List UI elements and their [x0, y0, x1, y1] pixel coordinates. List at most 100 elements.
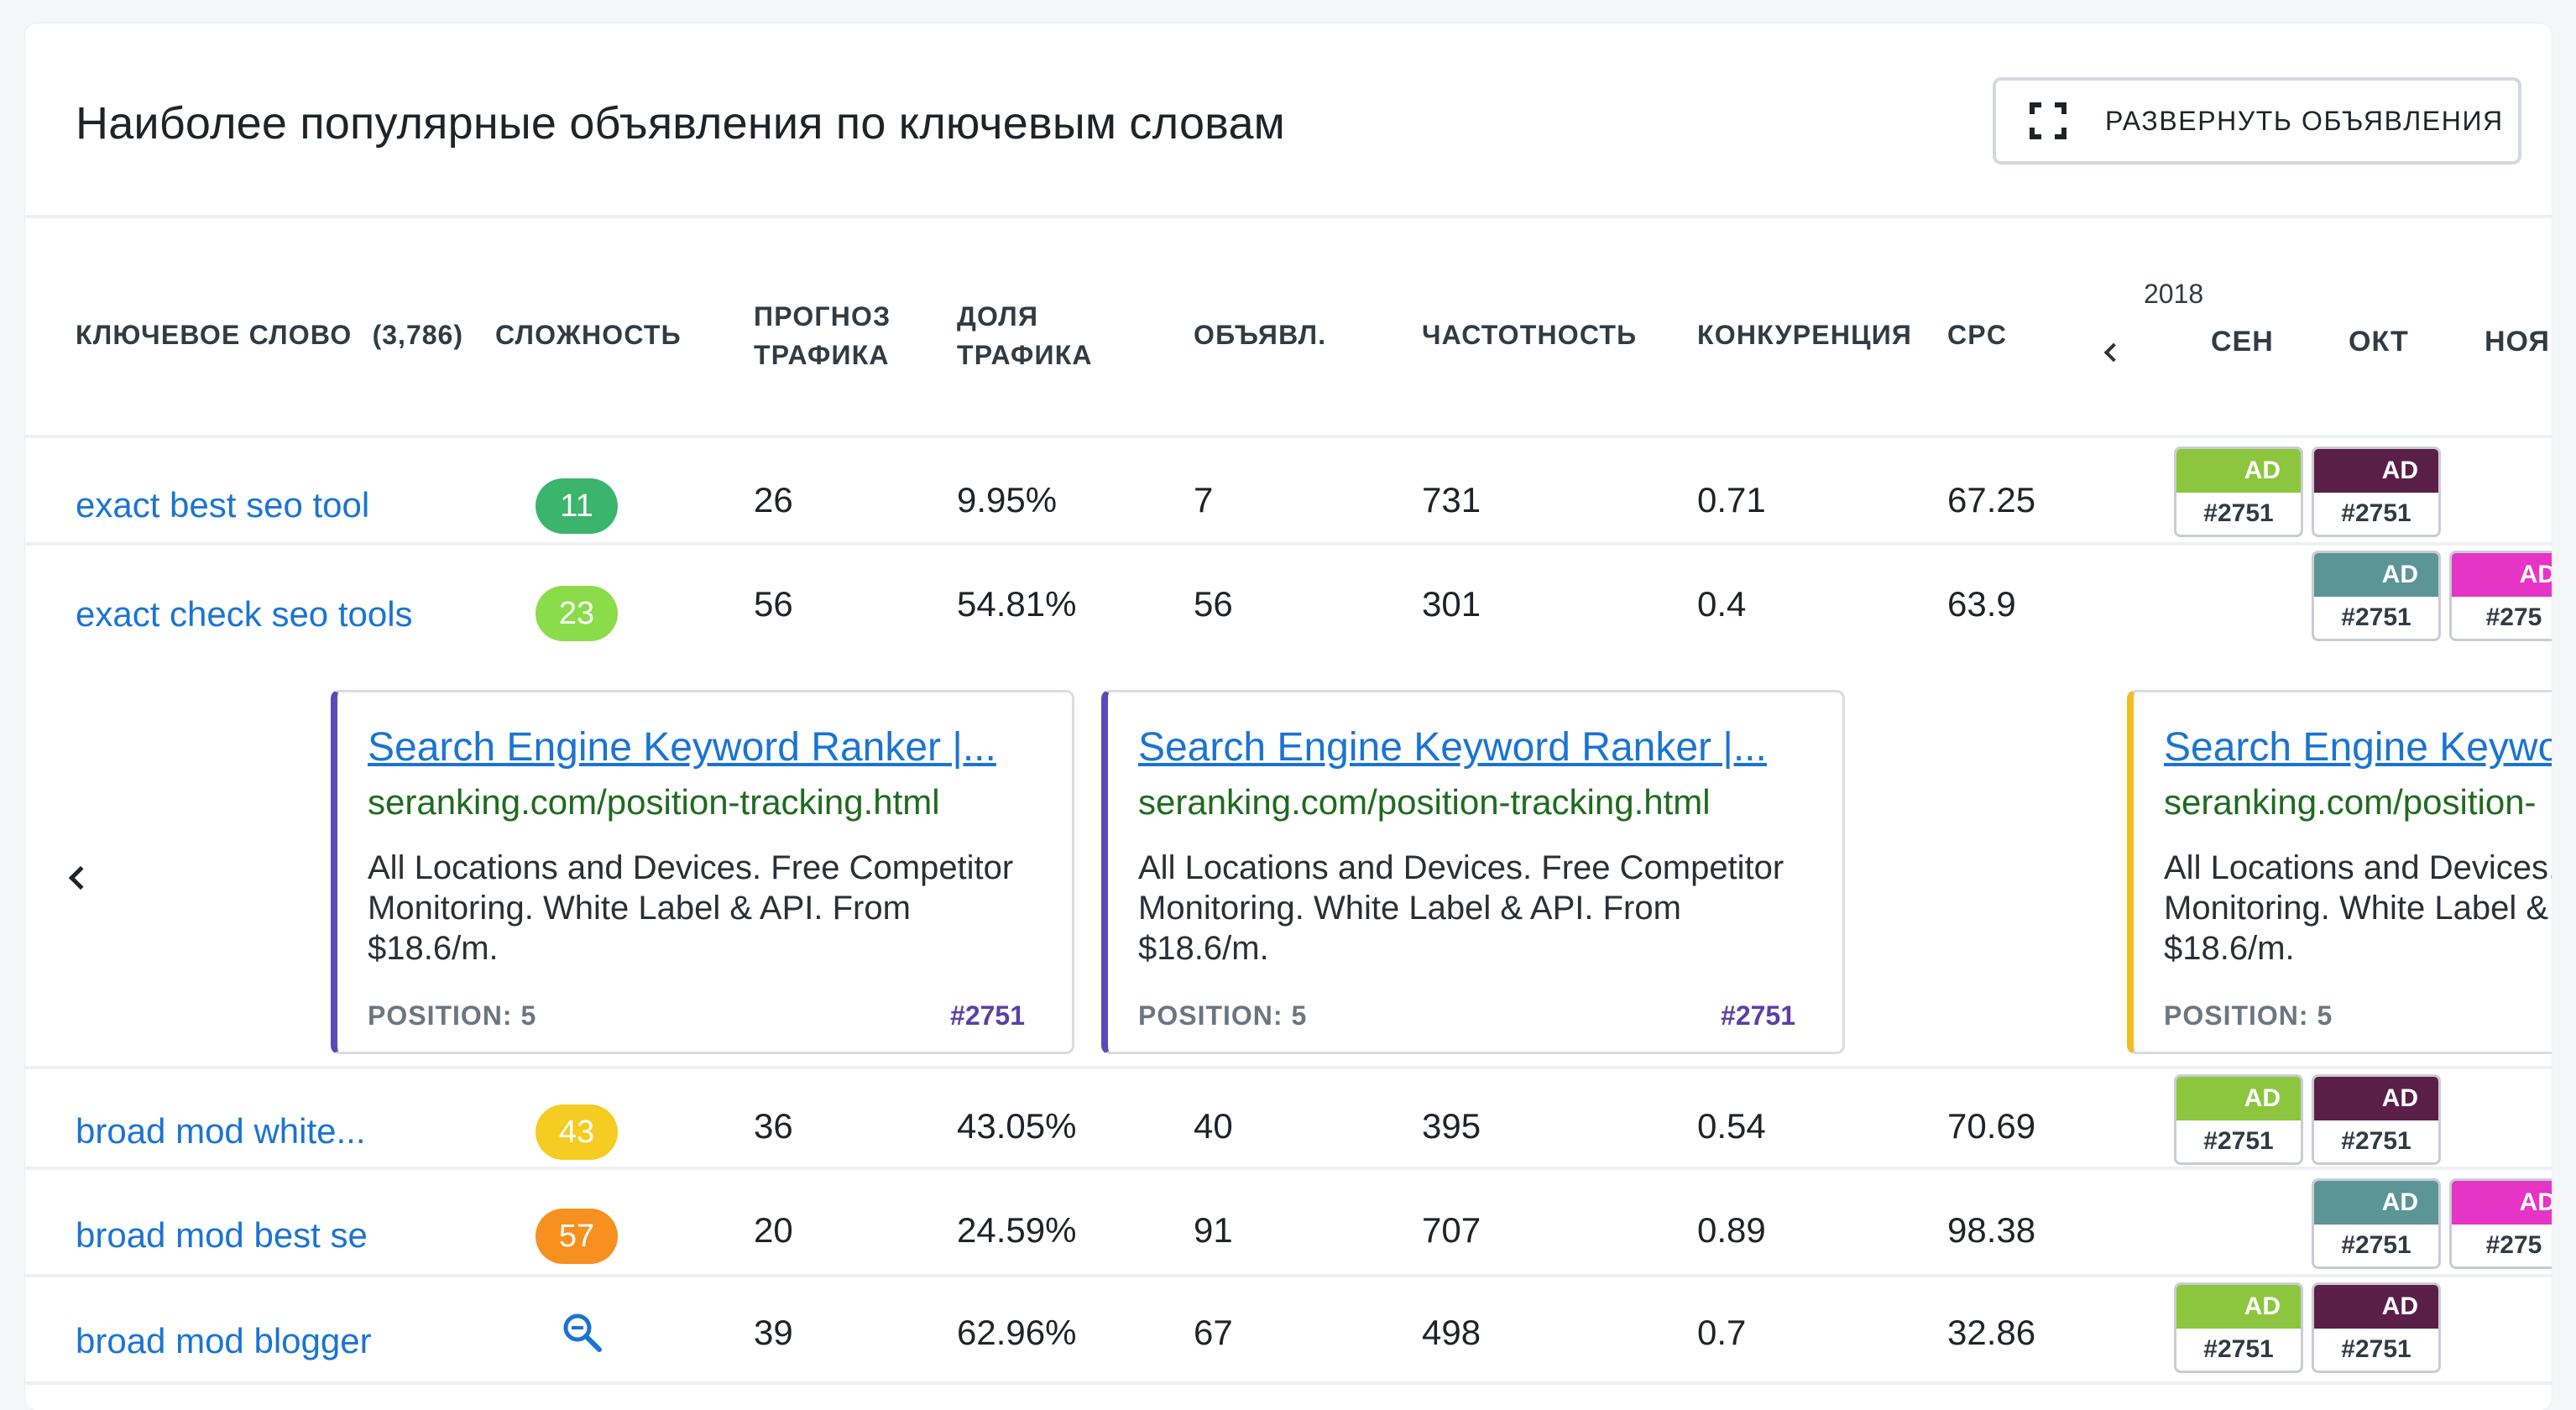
traffic-share: 62.96%	[957, 1313, 1077, 1352]
year-label: 2018	[2144, 279, 2204, 309]
keyword-link[interactable]: broad mod best se	[76, 1215, 368, 1255]
traffic-share: 24.59%	[957, 1210, 1077, 1250]
column-frequency[interactable]: ЧАСТОТНОСТЬ	[1422, 320, 1638, 350]
ad-tag-id: #2751	[2341, 1335, 2411, 1363]
ad-position: POSITION: 5	[368, 1000, 537, 1031]
frequency: 395	[1422, 1106, 1481, 1146]
ad-tag[interactable]: AD #2751	[2174, 446, 2303, 537]
ads-count: 40	[1194, 1106, 1233, 1146]
ad-url: seranking.com/position-tracking.html	[1138, 782, 1711, 822]
ads-prev-button[interactable]	[55, 853, 106, 903]
table-row: broad mod best se 57 20 24.59% 91 707 0.…	[25, 1173, 2552, 1277]
ad-description: All Locations and Devices. Monitoring. W…	[2164, 849, 2552, 967]
ad-tag-id: #2751	[2203, 1335, 2274, 1363]
ad-id[interactable]: #2751	[950, 1000, 1025, 1031]
ad-tag-label: AD	[2314, 1077, 2438, 1120]
column-traffic-forecast-line2: ТРАФИКА	[754, 340, 890, 370]
cpc: 98.38	[1947, 1210, 2036, 1250]
ad-tag-id: #2751	[2341, 499, 2411, 527]
ad-title-link[interactable]: Search Engine Keyword Ranker |...	[1138, 725, 1767, 770]
ad-description: All Locations and Devices. Free Competit…	[1138, 849, 1784, 967]
ads-count: 91	[1194, 1210, 1233, 1250]
cpc: 32.86	[1947, 1313, 2036, 1352]
ad-tag-label: AD	[2176, 1285, 2301, 1329]
ad-tag[interactable]: AD #2751	[2312, 446, 2441, 537]
ad-title-link[interactable]: Search Engine Keywo	[2164, 725, 2552, 770]
ad-tag-id: #2751	[2341, 1231, 2411, 1259]
ad-position: POSITION: 5	[2164, 1000, 2333, 1031]
frequency: 498	[1422, 1313, 1481, 1352]
page-title: Наиболее популярные объявления по ключев…	[76, 98, 1286, 149]
competition: 0.7	[1697, 1313, 1747, 1352]
difficulty-badge: 23	[536, 586, 618, 641]
keyword-link[interactable]: exact best seo tool	[76, 485, 370, 525]
keyword-link[interactable]: broad mod blogger	[76, 1321, 372, 1360]
column-competition[interactable]: КОНКУРЕНЦИЯ	[1697, 320, 1913, 350]
ads-count: 56	[1194, 584, 1233, 624]
ads-panel: Наиболее популярные объявления по ключев…	[25, 24, 2552, 1410]
ad-tag-label: AD	[2314, 553, 2438, 597]
column-ads[interactable]: ОБЪЯВЛ.	[1194, 320, 1327, 350]
difficulty-badge: 43	[536, 1104, 618, 1160]
months-prev-button[interactable]	[2095, 334, 2132, 371]
cpc: 67.25	[1947, 480, 2036, 520]
frequency: 301	[1422, 584, 1481, 624]
ad-card: Search Engine Keywo seranking.com/positi…	[2127, 690, 2552, 1054]
ad-tag-id: #2751	[2341, 1127, 2411, 1155]
traffic-share: 54.81%	[957, 584, 1077, 624]
ad-tag[interactable]: AD #2751	[2312, 1282, 2441, 1373]
column-traffic-forecast-line1: ПРОГНОЗ	[754, 301, 891, 332]
ads-carousel: Search Engine Keyword Ranker |... serank…	[25, 653, 2552, 1064]
keyword-link[interactable]: exact check seo tools	[76, 594, 413, 634]
expand-ads-button[interactable]: РАЗВЕРНУТЬ ОБЪЯВЛЕНИЯ	[1993, 77, 2521, 164]
traffic-forecast: 26	[754, 480, 793, 520]
column-traffic-forecast[interactable]: ПРОГНОЗ ТРАФИКА	[754, 297, 891, 374]
table-row: exact check seo tools 23 56 54.81% 56 30…	[25, 549, 2552, 653]
ad-card: Search Engine Keyword Ranker |... serank…	[1101, 690, 1845, 1054]
ad-url: seranking.com/position-	[2164, 782, 2537, 822]
search-zoom-icon[interactable]	[561, 1311, 604, 1355]
ad-tag[interactable]: AD #275	[2449, 551, 2552, 641]
difficulty-badge: 11	[536, 478, 618, 534]
ad-tag[interactable]: AD #2751	[2174, 1282, 2303, 1373]
column-keyword[interactable]: КЛЮЧЕВОЕ СЛОВО (3,786)	[76, 316, 463, 354]
ad-tag-label: AD	[2452, 1181, 2552, 1225]
ad-tag[interactable]: AD #2751	[2312, 1074, 2441, 1165]
table-row: broad mod white... 43 36 43.05% 40 395 0…	[25, 1066, 2552, 1170]
ad-tag[interactable]: AD #2751	[2312, 551, 2441, 641]
fullscreen-icon	[2030, 102, 2067, 139]
column-traffic-share[interactable]: ДОЛЯ ТРАФИКА	[957, 297, 1093, 374]
ad-tag-label: AD	[2176, 1077, 2301, 1120]
ad-title-link[interactable]: Search Engine Keyword Ranker |...	[368, 725, 996, 770]
ad-tag-label: AD	[2314, 449, 2438, 493]
panel-header: Наиболее популярные объявления по ключев…	[25, 24, 2552, 218]
traffic-forecast: 39	[754, 1313, 793, 1352]
ad-id[interactable]: #2751	[1721, 1000, 1795, 1031]
frequency: 707	[1422, 1210, 1481, 1250]
keyword-link[interactable]: broad mod white...	[76, 1111, 366, 1151]
ad-tag-id: #275	[2485, 603, 2542, 631]
traffic-share: 43.05%	[957, 1106, 1077, 1146]
ad-description: All Locations and Devices. Free Competit…	[368, 849, 1014, 967]
ad-tag-label: AD	[2314, 1285, 2438, 1329]
column-keyword-label: КЛЮЧЕВОЕ СЛОВО	[76, 320, 353, 350]
ad-url: seranking.com/position-tracking.html	[368, 782, 940, 822]
cpc: 70.69	[1947, 1106, 2036, 1146]
ad-tag-label: AD	[2452, 553, 2552, 597]
column-cpc[interactable]: CPC	[1947, 320, 2008, 350]
keyword-count: (3,786)	[372, 320, 463, 350]
ad-card: Search Engine Keyword Ranker |... serank…	[331, 690, 1074, 1054]
table-header: КЛЮЧЕВОЕ СЛОВО (3,786) СЛОЖНОСТЬ ПРОГНОЗ…	[25, 222, 2552, 438]
ad-tag-id: #275	[2485, 1231, 2542, 1259]
ad-tag[interactable]: AD #2751	[2174, 1074, 2303, 1165]
competition: 0.89	[1697, 1210, 1766, 1250]
ad-tag[interactable]: AD #2751	[2312, 1178, 2441, 1269]
column-difficulty[interactable]: СЛОЖНОСТЬ	[495, 320, 682, 350]
cpc: 63.9	[1947, 584, 2016, 624]
ad-position: POSITION: 5	[1138, 1000, 1308, 1031]
chevron-left-icon	[2103, 342, 2124, 363]
chevron-left-icon	[68, 865, 93, 890]
column-traffic-share-line1: ДОЛЯ	[957, 301, 1039, 332]
month-oct: ОКТ	[2349, 326, 2409, 358]
ad-tag[interactable]: AD #275	[2449, 1178, 2552, 1269]
